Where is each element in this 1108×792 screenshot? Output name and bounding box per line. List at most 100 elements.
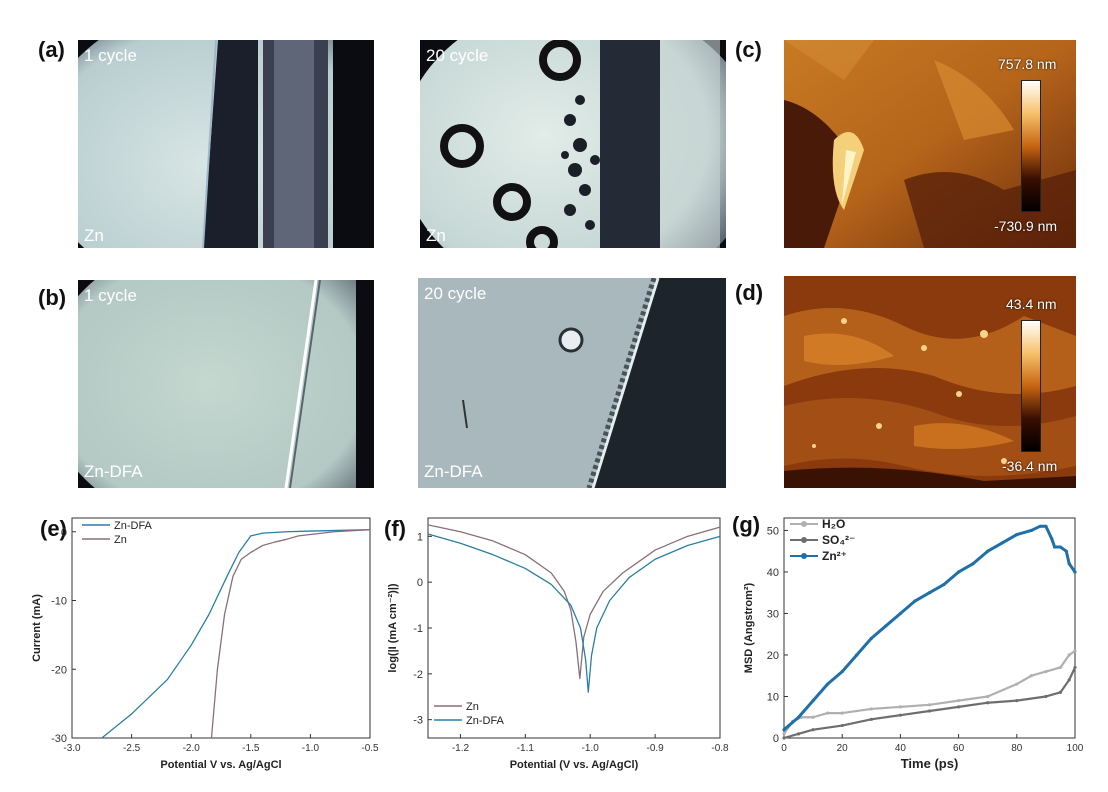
sample-label: Zn-DFA: [84, 462, 143, 481]
plot-frame: [71, 517, 371, 739]
x-tick-label: 80: [1011, 743, 1023, 754]
x-tick-label: -2.0: [183, 743, 201, 754]
data-point: [840, 711, 844, 715]
data-point: [986, 694, 990, 699]
legend-label: Zn: [466, 701, 479, 713]
sample-label: Zn: [426, 226, 446, 245]
micrograph-a-20cycle: 20 cycle Zn: [420, 40, 726, 248]
x-tick-label: 40: [895, 743, 907, 754]
y-tick-label: -20: [51, 664, 67, 676]
data-point: [782, 728, 786, 732]
legend-label: H₂O: [822, 517, 845, 531]
data-point: [1029, 674, 1033, 678]
legend-label: Zn-DFA: [466, 715, 505, 727]
plot-frame: [783, 517, 1076, 739]
x-tick-label: -2.5: [123, 743, 141, 754]
data-point: [782, 736, 786, 740]
afm-image-d-texture: [784, 276, 1076, 488]
chart-e: -3.0 -2.5 -2.0 -1.5 -1.0 -0.5 0 -10 -20 -30 Potent…: [31, 517, 379, 771]
data-point: [1015, 682, 1019, 686]
data-point: [1058, 545, 1063, 549]
data-point: [782, 732, 786, 736]
series-line-g-0: [783, 649, 1076, 735]
y-tick-label: 50: [767, 525, 779, 537]
data-point: [1067, 562, 1071, 566]
y-tick-label: 10: [767, 691, 779, 703]
legend-label: Zn: [114, 534, 127, 546]
x-axis-label: Potential (V vs. Ag/AgCl): [510, 759, 639, 771]
panel-label-f: (f): [384, 516, 406, 541]
series-line-e-0: [101, 529, 371, 739]
data-point: [957, 570, 961, 574]
data-point: [1073, 665, 1077, 670]
series-line-f-0: [427, 524, 721, 680]
legend-marker: [801, 537, 807, 543]
data-point: [796, 732, 801, 736]
data-point: [986, 701, 990, 705]
y-tick-label: 0: [773, 733, 779, 745]
chart-f: -1.2 -1.1 -1.0 -0.9 -0.8 1 0 -1 -2 -3 Potential (V…: [387, 517, 729, 771]
y-axis-label: MSD (Angstrom²): [743, 582, 755, 673]
data-point: [1038, 524, 1042, 528]
data-point: [1058, 665, 1063, 670]
legend-marker: [801, 521, 807, 527]
panel-label-a: (a): [38, 37, 65, 62]
sample-label: Zn: [84, 226, 104, 245]
x-tick-label: -1.0: [302, 743, 320, 754]
panel-label-c: (c): [735, 37, 762, 62]
cycle-label: 1 cycle: [84, 46, 137, 65]
afm-image-d: 43.4 nm -36.4 nm: [784, 276, 1076, 488]
height-colorbar: [1021, 80, 1041, 212]
legend-label: Zn-DFA: [114, 520, 153, 532]
y-tick-label: -3: [413, 715, 423, 727]
cycle-label: 1 cycle: [84, 286, 137, 305]
scale-min-label: -36.4 nm: [1002, 458, 1058, 474]
micrograph-b-1cycle: 1 cycle Zn-DFA: [78, 280, 374, 488]
data-point: [1044, 669, 1048, 674]
panel-label-g: (g): [732, 512, 761, 537]
series-line-g-1: [783, 666, 1076, 740]
cycle-label: 20 cycle: [424, 284, 487, 303]
data-point: [826, 711, 830, 715]
data-point: [1073, 649, 1077, 653]
data-point: [957, 705, 961, 709]
data-point: [869, 636, 873, 640]
chart-g: 0 20 40 60 80 100 0 10 20 30 40 50 Time (ps) MSD (Ang…: [743, 517, 1084, 771]
afm-image-c: 757.8 nm -730.9 nm: [784, 40, 1076, 248]
x-axis-label: Time (ps): [901, 756, 959, 771]
x-tick-label: 0: [781, 743, 787, 754]
data-point: [869, 707, 873, 711]
y-tick-label: -30: [51, 733, 67, 745]
panel-label-d: (d): [735, 280, 764, 305]
data-point: [811, 728, 815, 732]
micrograph-a-1cycle: 1 cycle Zn: [78, 40, 374, 248]
data-point: [1029, 528, 1033, 533]
x-axis-label: Potential V vs. Ag/AgCl: [160, 759, 281, 771]
data-point: [811, 699, 815, 703]
y-tick-label: 30: [767, 608, 779, 620]
x-tick-label: -1.0: [582, 743, 600, 754]
x-tick-label: -0.5: [361, 743, 379, 754]
data-point: [1073, 570, 1077, 574]
data-point: [1050, 537, 1054, 541]
data-point: [869, 717, 873, 721]
data-point: [811, 715, 815, 719]
y-tick-label: 0: [417, 577, 423, 589]
data-point: [1067, 678, 1071, 682]
data-point: [1058, 690, 1063, 694]
micrograph-a-20cycle-image: [420, 40, 726, 248]
data-point: [898, 713, 903, 717]
data-point: [913, 599, 917, 603]
y-axis-label: Current (mA): [31, 594, 43, 662]
data-point: [942, 582, 946, 587]
panel-label-b: (b): [38, 285, 67, 310]
data-point: [898, 705, 903, 709]
data-point: [826, 682, 830, 686]
data-point: [927, 591, 932, 595]
micrograph-b-20cycle-image: [418, 278, 726, 488]
scale-max-label: 757.8 nm: [998, 56, 1057, 72]
data-point: [796, 715, 801, 719]
data-point: [884, 624, 888, 628]
data-point: [986, 549, 990, 553]
